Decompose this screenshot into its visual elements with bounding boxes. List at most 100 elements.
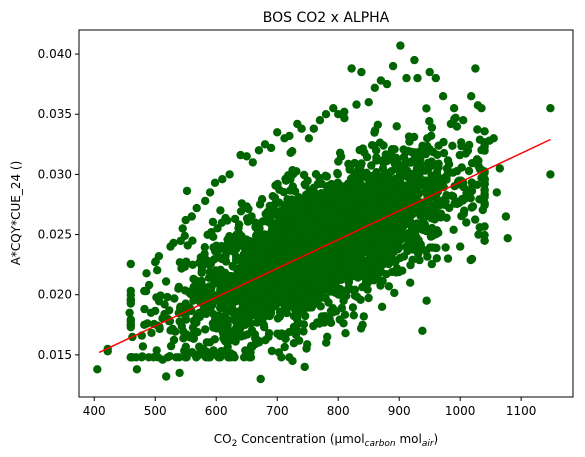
data-point [348,303,358,312]
data-point [323,332,332,341]
data-point [328,192,337,201]
data-point [217,241,226,251]
data-point [275,312,284,321]
data-point [340,107,349,117]
x-tick-label: 500 [144,404,167,418]
data-point [165,306,174,315]
data-point [254,221,263,231]
data-point [372,266,381,276]
data-point [376,76,386,85]
x-tick-label: 1000 [445,404,476,418]
data-point [353,292,362,302]
data-point [271,219,281,228]
data-point [345,270,354,279]
data-point [426,232,436,241]
data-point [459,116,468,125]
data-point [406,278,415,287]
data-point [345,162,355,172]
data-point [393,203,402,212]
data-point [431,73,440,83]
xlabel-prefix-sub: 2 [232,439,238,449]
data-point [414,236,423,245]
data-point [187,306,196,316]
data-point [439,148,449,158]
data-point [126,317,135,326]
data-point [422,296,431,305]
data-point [239,243,248,252]
data-point [163,292,172,302]
data-point [265,311,274,321]
data-point [286,232,295,242]
data-point [432,254,441,263]
data-point [367,161,376,170]
xlabel-between: mol [396,432,422,446]
data-point [355,206,364,215]
data-point [546,104,555,113]
data-point [449,225,458,234]
data-point [427,259,436,269]
data-point [384,282,394,291]
data-point [138,342,148,351]
data-point [412,164,422,173]
data-point [260,240,269,249]
data-point [423,252,432,261]
data-point [296,308,305,317]
data-point [413,203,423,212]
data-point [212,324,221,333]
data-point [467,159,477,168]
data-point [341,245,350,254]
data-point [228,247,237,256]
data-point [443,254,453,263]
data-point [324,204,334,213]
data-point [181,215,190,225]
data-point [266,143,276,153]
data-point [223,315,233,325]
data-point [146,308,156,317]
fit-line-layer [98,138,551,354]
data-point [467,178,476,187]
data-point [410,55,419,65]
y-tick-label: 0.025 [38,228,72,242]
data-point [382,79,392,89]
data-point [546,170,555,179]
data-point [432,168,442,177]
data-point [370,83,379,93]
data-point [328,304,338,313]
data-point [396,213,405,222]
data-point [199,252,209,262]
data-point [161,277,171,286]
data-point [285,131,294,141]
data-point [341,329,350,338]
data-point [151,258,160,267]
data-point [200,243,209,252]
data-point [354,251,363,261]
data-point [396,253,405,263]
data-point [126,259,135,269]
data-point [244,204,253,214]
data-point [334,290,343,299]
data-point [351,220,361,230]
data-point [319,218,328,227]
y-tick-label: 0.035 [38,107,72,121]
data-point [367,141,377,150]
data-point [434,228,443,237]
data-point [216,285,225,294]
data-point [202,338,211,347]
data-point [419,180,428,190]
data-point [305,268,314,277]
data-point [216,303,225,313]
data-point [354,269,363,279]
data-point [182,257,191,266]
data-point [345,187,354,196]
data-point [217,218,226,227]
data-point [402,73,411,83]
data-point [256,374,265,384]
data-point [313,318,322,327]
data-point [316,302,325,311]
data-point [302,344,311,353]
data-point [371,229,380,239]
data-point [144,280,154,290]
data-point [230,214,240,224]
y-tick-label: 0.020 [38,288,72,302]
data-point [216,275,225,285]
